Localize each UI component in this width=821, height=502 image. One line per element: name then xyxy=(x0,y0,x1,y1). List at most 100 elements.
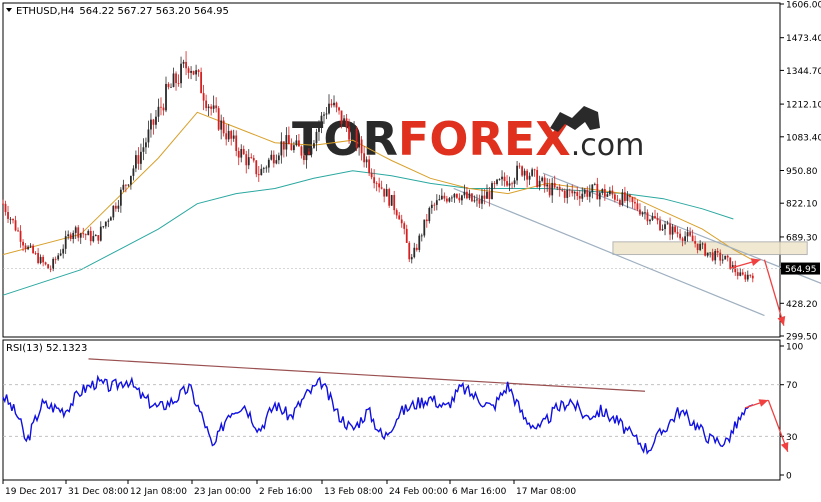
brand-watermark: TORFOREX.com xyxy=(292,106,644,166)
candle-body xyxy=(39,256,42,264)
candle-body xyxy=(430,204,433,209)
candle-body xyxy=(671,226,674,235)
candle xyxy=(47,263,50,270)
candle xyxy=(448,196,451,203)
candle-body xyxy=(724,255,727,260)
candle xyxy=(491,181,493,200)
candle-body xyxy=(741,272,744,275)
candle-body xyxy=(245,154,248,166)
candle-body xyxy=(473,200,476,202)
candle xyxy=(250,153,253,159)
candle-body xyxy=(368,159,371,173)
candle-body xyxy=(681,238,684,241)
candle xyxy=(701,242,704,250)
price-forecast-arrow xyxy=(729,258,761,270)
candle-body xyxy=(418,235,421,250)
candle xyxy=(52,257,55,272)
candle xyxy=(669,217,671,241)
candle-body xyxy=(556,186,559,188)
candle-body xyxy=(659,220,661,231)
candle-body xyxy=(466,191,468,199)
rsi-line xyxy=(2,374,754,455)
candle-body xyxy=(566,189,569,198)
candle-body xyxy=(215,105,218,109)
candle xyxy=(87,229,90,236)
candle-body xyxy=(704,243,707,256)
last-price-tag-box xyxy=(781,262,820,275)
candle-body xyxy=(127,184,130,186)
candle-body xyxy=(298,140,300,147)
candle xyxy=(388,187,391,208)
candle xyxy=(551,177,554,203)
candle xyxy=(736,268,739,280)
candle xyxy=(373,169,376,189)
candle-body xyxy=(235,135,238,151)
candle-body xyxy=(593,183,596,185)
slow-moving-average-line xyxy=(2,170,734,296)
candle-body xyxy=(558,186,561,191)
candle-body xyxy=(222,120,225,134)
candle-body xyxy=(378,183,381,188)
candle-body xyxy=(323,114,325,116)
candle-body xyxy=(746,274,749,280)
candle xyxy=(395,208,398,219)
candle xyxy=(656,212,659,225)
candle xyxy=(227,124,230,143)
candle-body xyxy=(220,120,223,130)
candle xyxy=(659,216,661,232)
candle xyxy=(453,193,456,203)
candle-body xyxy=(501,176,503,180)
candle-body xyxy=(358,139,360,148)
candle-body xyxy=(84,234,87,236)
price-forecast-arrow xyxy=(763,259,786,326)
forecast-arrowhead-icon xyxy=(750,258,761,266)
candle-body xyxy=(160,106,162,108)
candle-body xyxy=(109,217,112,221)
candle-body xyxy=(272,154,275,164)
candle xyxy=(72,230,75,244)
candle xyxy=(393,190,396,215)
candle-body xyxy=(17,230,19,232)
ohlc-values: 564.22 567.27 563.20 564.95 xyxy=(79,6,229,17)
candle xyxy=(370,168,373,180)
candle-body xyxy=(170,86,172,88)
candle-body xyxy=(117,205,120,209)
candle xyxy=(513,177,516,188)
channel-lower-line xyxy=(453,187,765,317)
candle xyxy=(185,51,187,76)
candle xyxy=(137,147,140,170)
candle-body xyxy=(318,125,320,132)
candle xyxy=(390,194,393,206)
candle-body xyxy=(383,188,386,197)
candle xyxy=(531,167,534,178)
candle-body xyxy=(613,194,616,200)
candle-body xyxy=(538,180,541,187)
candle xyxy=(252,155,255,163)
last-price-tag: 564.95 xyxy=(3,262,820,275)
candle xyxy=(215,97,218,113)
candle xyxy=(39,254,42,265)
candle xyxy=(410,254,413,264)
candle-body xyxy=(157,106,160,117)
rsi-label: RSI(13) 52.1323 xyxy=(6,343,87,354)
candle-body xyxy=(481,195,483,204)
candle xyxy=(488,186,491,207)
candle-body xyxy=(521,166,523,176)
candle-body xyxy=(400,219,403,224)
candle-body xyxy=(338,107,340,111)
symbol-label: ETHUSD,H4 xyxy=(16,6,74,17)
candle xyxy=(285,127,288,157)
candle xyxy=(255,160,258,178)
candle xyxy=(358,133,360,156)
candle xyxy=(455,193,458,199)
candle-body xyxy=(167,83,170,88)
candle-body xyxy=(225,133,228,140)
candle-body xyxy=(694,241,697,244)
candle xyxy=(69,232,72,242)
candle xyxy=(661,224,664,231)
candle xyxy=(303,153,305,165)
candle-body xyxy=(541,177,544,181)
candle-body xyxy=(99,226,102,241)
candle-body xyxy=(190,70,192,73)
candle-body xyxy=(591,184,594,192)
